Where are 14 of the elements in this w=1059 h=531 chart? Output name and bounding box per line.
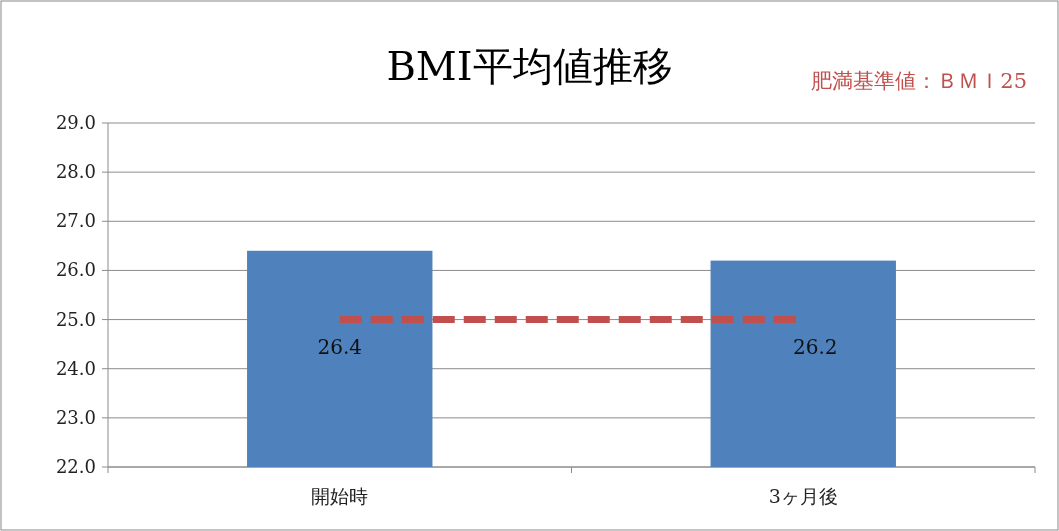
y-tick-label: 25.0 xyxy=(55,308,96,330)
y-tick-label: 28.0 xyxy=(55,161,96,183)
ref-line-label: 肥満基準値：ＢＭＩ25 xyxy=(811,69,1027,93)
y-tick-label: 29.0 xyxy=(55,112,96,133)
y-tick-label: 23.0 xyxy=(55,406,96,428)
y-tick-label: 22.0 xyxy=(55,456,96,477)
x-tick-label: 3ヶ月後 xyxy=(768,485,838,507)
x-tick-label: 開始時 xyxy=(311,485,369,507)
data-label: 26.4 xyxy=(317,334,363,359)
y-tick-label: 27.0 xyxy=(55,210,96,232)
y-tick-label: 26.0 xyxy=(55,259,96,281)
y-tick-label: 24.0 xyxy=(55,357,96,379)
data-label: 26.2 xyxy=(792,334,838,359)
chart-title: BMI平均値推移 xyxy=(386,43,673,89)
